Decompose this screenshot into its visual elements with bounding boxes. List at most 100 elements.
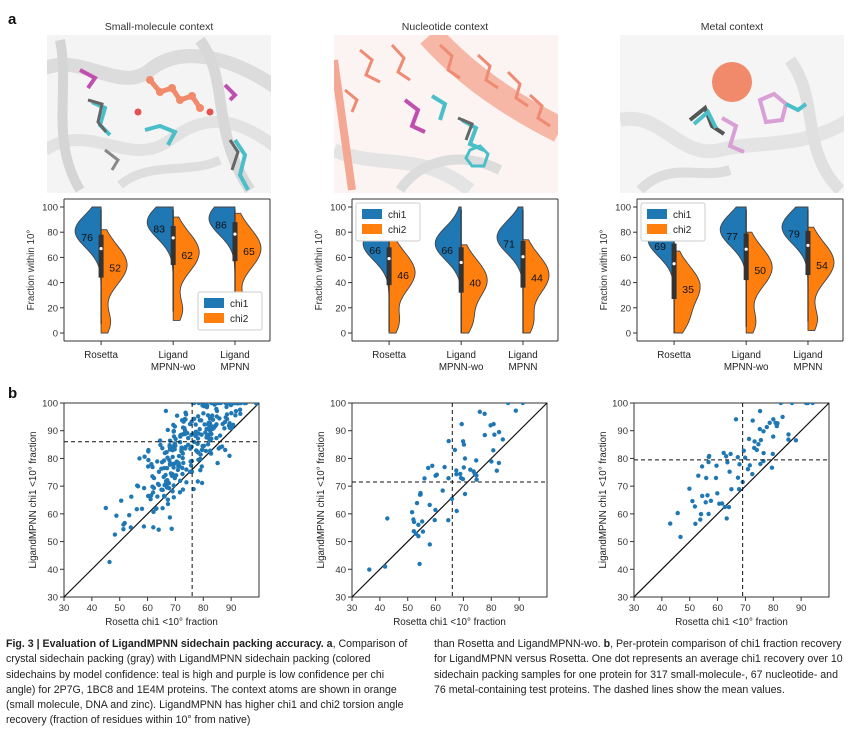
scatter-point xyxy=(690,498,695,504)
violin-median-dot xyxy=(387,257,391,261)
scatter-point xyxy=(159,487,164,492)
scatter-point xyxy=(141,485,147,491)
chi1-value-label: 76 xyxy=(81,232,93,244)
scatter-point xyxy=(201,411,206,416)
violin-box xyxy=(170,225,176,265)
y-tick-label: 80 xyxy=(47,228,58,239)
scatter-point xyxy=(134,507,139,512)
y-tick-label: 40 xyxy=(620,278,631,289)
scatter-point xyxy=(692,504,698,509)
scatter-point xyxy=(756,442,761,447)
scatter-point xyxy=(199,418,204,423)
scatter-point xyxy=(183,446,188,451)
scatter-point xyxy=(449,496,455,501)
scatter-point xyxy=(496,429,502,435)
scatter-point xyxy=(224,403,229,406)
scatter-point xyxy=(195,414,201,419)
scatter-point xyxy=(214,422,219,427)
y-tick-label: 70 xyxy=(617,482,628,493)
scatter-point xyxy=(420,529,426,534)
legend: chi1 chi2 xyxy=(197,291,263,331)
caption-panel-b-label: b xyxy=(603,638,611,650)
chi2-value-label: 46 xyxy=(397,270,409,282)
scatter-point xyxy=(182,416,187,422)
chi1-value-label: 79 xyxy=(788,228,800,240)
scatter-point xyxy=(385,516,390,521)
scatter-point xyxy=(196,450,201,455)
scatter-point xyxy=(743,455,748,460)
scatter-point xyxy=(770,451,775,457)
scatter-point xyxy=(171,428,176,434)
scatter-point xyxy=(803,403,809,406)
scatter-point xyxy=(698,511,704,517)
y-tick-label: 90 xyxy=(335,426,346,437)
violin-median-dot xyxy=(672,262,676,266)
scatter-point xyxy=(182,426,187,431)
chi2-violin xyxy=(172,216,200,321)
scatter-point xyxy=(757,408,763,414)
x-tick-label: 70 xyxy=(458,603,469,614)
x-tick-label: 50 xyxy=(114,603,125,614)
scatter-point xyxy=(724,454,729,459)
y-tick-label: 0 xyxy=(626,329,631,340)
scatter-point xyxy=(713,475,719,481)
scatter-point xyxy=(169,473,175,478)
chi2-value-label: 40 xyxy=(469,278,481,290)
scatter-point xyxy=(513,408,518,413)
scatter-point xyxy=(747,463,752,468)
scatter-point xyxy=(166,486,172,491)
scatter-point xyxy=(454,472,459,477)
scatter-point xyxy=(699,464,705,469)
scatter-point xyxy=(492,432,497,437)
scatter-point xyxy=(446,518,451,523)
scatter-point xyxy=(177,440,183,445)
y-tick-label: 40 xyxy=(47,565,58,576)
scatter-points xyxy=(668,403,815,540)
scatter-point xyxy=(462,491,468,497)
scatter-point xyxy=(222,426,227,431)
scatter-point xyxy=(750,418,755,423)
y-tick-label: 50 xyxy=(335,537,346,548)
violin-box xyxy=(458,247,464,293)
x-tick-label: 30 xyxy=(347,603,358,614)
y-tick-label: 40 xyxy=(617,565,628,576)
x-tick-label: 60 xyxy=(142,603,153,614)
x-tick-label: Rosetta xyxy=(84,350,118,361)
scatter-point xyxy=(196,431,201,436)
scatter-point xyxy=(174,413,180,418)
scatter-point xyxy=(146,457,151,463)
scatter-point xyxy=(167,515,173,520)
scatter-point xyxy=(229,411,234,416)
violin-plot-small-molecule: 0 20 40 60 80 100 Fraction within 10° Rosetta 76… xyxy=(26,198,271,373)
chi2-value-label: 44 xyxy=(531,273,543,285)
context-title-metal: Metal context xyxy=(701,21,764,33)
scatter-point xyxy=(205,442,211,447)
scatter-point xyxy=(706,459,711,465)
scatter-point xyxy=(162,465,167,471)
scatter-point xyxy=(227,453,232,458)
scatter-point xyxy=(224,404,229,410)
scatter-point xyxy=(237,407,243,412)
scatter-point xyxy=(139,506,145,511)
scatter-point xyxy=(505,403,511,406)
scatter-point xyxy=(422,476,427,481)
legend-label-chi1: chi1 xyxy=(388,210,407,221)
y-axis-label: LigandMPNN chi1 <10° fraction xyxy=(598,431,609,568)
scatter-point xyxy=(183,412,189,417)
scatter-point xyxy=(172,441,177,447)
scatter-point xyxy=(810,403,815,406)
scatter-point xyxy=(411,519,417,525)
scatter-point xyxy=(193,422,198,427)
x-tick-label: 30 xyxy=(629,603,640,614)
scatter-point xyxy=(758,461,763,467)
scatter-point xyxy=(170,454,175,460)
scatter-point xyxy=(214,435,219,441)
x-tick-label: Ligand xyxy=(220,350,249,361)
scatter-point xyxy=(719,501,725,506)
scatter-point xyxy=(461,442,467,447)
violin-median-dot xyxy=(521,255,525,259)
x-tick-label: MPNN-wo xyxy=(439,362,484,373)
y-axis-label: LigandMPNN chi1 <10° fraction xyxy=(28,431,39,568)
scatter-point xyxy=(442,464,447,470)
x-tick-label: 40 xyxy=(657,603,668,614)
